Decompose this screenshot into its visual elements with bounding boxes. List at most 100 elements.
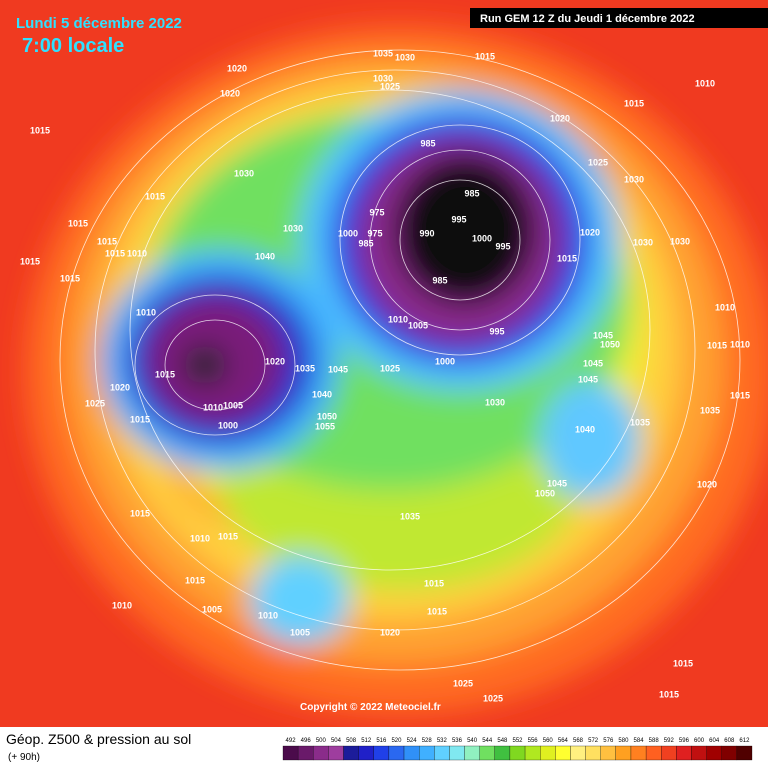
isobar-label: 1045 (547, 478, 567, 488)
isobar-label: 1045 (593, 330, 613, 340)
isobar-label: 1030 (633, 237, 653, 247)
isobar-label: 1015 (97, 236, 117, 246)
scale-label: 504 (331, 738, 342, 744)
scale-swatch (555, 745, 571, 761)
isobar-label: 1015 (145, 191, 165, 201)
isobar-label: 985 (464, 188, 479, 198)
isobar-label: 1010 (136, 307, 156, 317)
scale-label: 596 (679, 738, 690, 744)
isobar-label: 1015 (475, 51, 495, 61)
legend-title: Géop. Z500 & pression au sol (6, 731, 191, 747)
scale-label: 512 (361, 738, 372, 744)
scale-label: 532 (437, 738, 448, 744)
scale-swatch (388, 745, 405, 761)
isobar-label: 1020 (697, 479, 717, 489)
legend-lead: (+ 90h) (8, 752, 40, 763)
scale-label: 496 (301, 738, 312, 744)
scale-label: 568 (573, 738, 584, 744)
scale-label: 552 (512, 738, 523, 744)
isobar-label: 1025 (380, 363, 400, 373)
isobar-labels: 1020 1020 1015 1030 1015 1015 1015 1015 1010 1015… (20, 48, 750, 703)
isobar-label: 1005 (223, 400, 243, 410)
scale-label: 516 (376, 738, 387, 744)
isobar-label: 1035 (373, 48, 393, 58)
z500-field (0, 0, 768, 727)
isobar-label: 1035 (630, 417, 650, 427)
isobar-label: 995 (495, 241, 510, 251)
scale-swatch (630, 745, 647, 761)
isobar-label: 1015 (130, 414, 150, 424)
scale-swatch (494, 745, 511, 761)
scale-label: 584 (634, 738, 645, 744)
isobar-label: 1045 (328, 364, 348, 374)
isobar-label: 1045 (578, 374, 598, 384)
isobar-label: 1010 (203, 402, 223, 412)
scale-swatch (403, 745, 420, 761)
isobar-label: 1055 (315, 421, 335, 431)
isobar-label: 1015 (218, 531, 238, 541)
scale-swatch (373, 745, 390, 761)
scale-swatch (661, 745, 677, 761)
scale-label: 612 (739, 738, 750, 744)
isobar-label: 1015 (60, 273, 80, 283)
isobar-label: 975 (367, 228, 382, 238)
isobar-label: 1030 (624, 174, 644, 184)
isobar-label: 1015 (185, 575, 205, 585)
scale-label: 556 (528, 738, 539, 744)
scale-label: 524 (407, 738, 418, 744)
isobar-label: 1015 (130, 508, 150, 518)
scale-swatch (297, 745, 314, 761)
isobar-label: 985 (420, 138, 435, 148)
copyright: Copyright © 2022 Meteociel.fr (300, 702, 441, 713)
forecast-time: 7:00 locale (22, 35, 124, 57)
isobar-label: 1045 (583, 358, 603, 368)
scale-swatch (524, 745, 541, 761)
isobar-label: 1010 (127, 248, 147, 258)
isobar-label: 1030 (395, 52, 415, 62)
isobar-label: 1050 (317, 411, 337, 421)
scale-swatch (540, 745, 556, 761)
isobar-label: 1010 (695, 78, 715, 88)
isobar-label: 1000 (218, 420, 238, 430)
scale-swatch (464, 745, 480, 761)
isobar-label: 1020 (110, 382, 130, 392)
scale-label: 588 (649, 738, 660, 744)
isobar-label: 1000 (472, 233, 492, 243)
isobar-label: 1035 (295, 363, 315, 373)
isobar-label: 1030 (670, 236, 690, 246)
scale-label: 536 (452, 738, 463, 744)
isobar-label: 1030 (373, 73, 393, 83)
isobar-label: 1015 (730, 390, 750, 400)
isobar-label: 1010 (190, 533, 210, 543)
scale-label: 528 (422, 738, 433, 744)
scale-swatch (706, 745, 722, 761)
isobar-label: 1030 (283, 223, 303, 233)
forecast-date: Lundi 5 décembre 2022 (16, 15, 182, 32)
isobar-label: 1010 (258, 610, 278, 620)
isobar-label: 1020 (550, 113, 570, 123)
isobar-label: 1015 (30, 125, 50, 135)
scale-label: 600 (694, 738, 705, 744)
isobar-label: 1015 (624, 98, 644, 108)
isobar-label: 1010 (112, 600, 132, 610)
isobar-label: 1020 (227, 63, 247, 73)
isobar-label: 1010 (388, 314, 408, 324)
scale-swatch (691, 745, 707, 761)
isobar-label: 1010 (715, 302, 735, 312)
scale-label: 508 (346, 738, 357, 744)
isobar-label: 1035 (700, 405, 720, 415)
isobar-label: 1040 (575, 424, 595, 434)
isobar-label: 1050 (535, 488, 555, 498)
scale-label: 604 (709, 738, 720, 744)
isobar-label: 1025 (483, 693, 503, 703)
scale-label: 560 (543, 738, 554, 744)
scale-label: 608 (724, 738, 735, 744)
scale-swatch (479, 745, 495, 761)
isobar-label: 995 (451, 214, 466, 224)
isobar-label: 1015 (20, 256, 40, 266)
isobar-label: 1015 (557, 253, 577, 263)
isobar-label: 1020 (220, 88, 240, 98)
scale-label: 520 (391, 738, 402, 744)
scale-swatch (600, 745, 616, 761)
isobar-label: 975 (369, 207, 384, 217)
